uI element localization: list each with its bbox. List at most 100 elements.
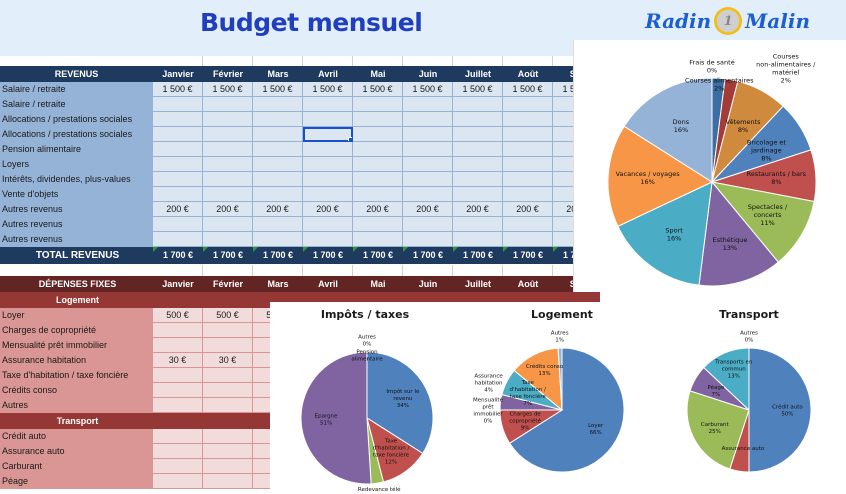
gap-cell[interactable] — [303, 56, 353, 66]
gap-cell[interactable] — [253, 265, 303, 276]
cell[interactable] — [253, 217, 303, 232]
cell[interactable] — [303, 142, 353, 157]
cell[interactable] — [153, 323, 203, 338]
cell[interactable] — [453, 97, 503, 112]
cell[interactable] — [203, 474, 253, 489]
gap-cell[interactable] — [353, 56, 403, 66]
cell[interactable]: 1 500 € — [153, 82, 203, 97]
cell[interactable] — [153, 459, 203, 474]
gap-cell[interactable] — [503, 56, 553, 66]
cell[interactable]: 200 € — [203, 202, 253, 217]
cell[interactable] — [453, 217, 503, 232]
cell[interactable]: 1 700 € — [353, 247, 403, 264]
gap-cell[interactable] — [403, 56, 453, 66]
cell[interactable] — [503, 232, 553, 247]
cell[interactable] — [303, 232, 353, 247]
cell[interactable] — [203, 217, 253, 232]
cell[interactable] — [203, 444, 253, 459]
gap-cell[interactable] — [203, 56, 253, 66]
cell[interactable] — [403, 142, 453, 157]
gap-cell[interactable] — [253, 56, 303, 66]
cell[interactable] — [403, 97, 453, 112]
cell[interactable] — [453, 157, 503, 172]
cell[interactable]: 1 700 € — [253, 247, 303, 264]
cell[interactable] — [153, 398, 203, 413]
cell[interactable] — [203, 368, 253, 383]
cell[interactable] — [153, 474, 203, 489]
cell[interactable] — [153, 217, 203, 232]
cell[interactable] — [203, 112, 253, 127]
cell[interactable]: 1 500 € — [253, 82, 303, 97]
gap-cell[interactable] — [153, 265, 203, 276]
cell[interactable] — [453, 172, 503, 187]
cell[interactable] — [303, 187, 353, 202]
cell[interactable] — [153, 444, 203, 459]
cell[interactable]: 200 € — [453, 202, 503, 217]
cell[interactable] — [153, 127, 203, 142]
cell[interactable] — [253, 172, 303, 187]
cell[interactable] — [153, 157, 203, 172]
cell[interactable] — [203, 127, 253, 142]
cell[interactable]: 30 € — [203, 353, 253, 368]
cell[interactable]: 200 € — [503, 202, 553, 217]
cell[interactable] — [153, 187, 203, 202]
cell[interactable]: 1 700 € — [303, 247, 353, 264]
cell[interactable] — [203, 398, 253, 413]
gap-cell[interactable] — [153, 56, 203, 66]
cell[interactable]: 1 500 € — [353, 82, 403, 97]
cell[interactable] — [403, 127, 453, 142]
cell[interactable] — [153, 338, 203, 353]
cell[interactable]: 500 € — [153, 308, 203, 323]
cell[interactable]: 500 € — [203, 308, 253, 323]
chart-depenses-variables[interactable]: Vêtements 8% Bricolage et jardinage 8% Restau… — [573, 40, 846, 292]
cell[interactable]: 1 700 € — [403, 247, 453, 264]
cell[interactable]: 1 700 € — [503, 247, 553, 264]
cell[interactable] — [453, 142, 503, 157]
cell[interactable] — [353, 217, 403, 232]
cell[interactable] — [203, 172, 253, 187]
cell[interactable] — [403, 187, 453, 202]
cell[interactable] — [353, 187, 403, 202]
cell[interactable] — [503, 97, 553, 112]
cell[interactable] — [353, 97, 403, 112]
cell[interactable]: 200 € — [353, 202, 403, 217]
cell[interactable]: 1 500 € — [203, 82, 253, 97]
cell[interactable] — [403, 157, 453, 172]
gap-cell[interactable] — [303, 265, 353, 276]
cell[interactable] — [153, 112, 203, 127]
cell[interactable] — [153, 172, 203, 187]
cell[interactable] — [403, 112, 453, 127]
cell[interactable]: 1 500 € — [403, 82, 453, 97]
cell[interactable] — [253, 187, 303, 202]
cell[interactable] — [403, 232, 453, 247]
cell[interactable] — [203, 383, 253, 398]
cell[interactable] — [153, 383, 203, 398]
cell[interactable]: 30 € — [153, 353, 203, 368]
selected-cell[interactable] — [303, 127, 353, 142]
cell[interactable] — [203, 338, 253, 353]
cell[interactable] — [203, 142, 253, 157]
cell[interactable]: 200 € — [403, 202, 453, 217]
cell[interactable] — [403, 172, 453, 187]
cell[interactable]: 1 700 € — [153, 247, 203, 264]
cell[interactable] — [203, 232, 253, 247]
gap-cell[interactable] — [353, 265, 403, 276]
cell[interactable] — [253, 127, 303, 142]
cell[interactable] — [503, 217, 553, 232]
gap-cell[interactable] — [503, 265, 553, 276]
cell[interactable] — [353, 112, 403, 127]
cell[interactable] — [453, 127, 503, 142]
gap-cell[interactable] — [403, 265, 453, 276]
cell[interactable]: 200 € — [253, 202, 303, 217]
cell[interactable]: 1 700 € — [203, 247, 253, 264]
cell[interactable] — [503, 127, 553, 142]
gap-cell[interactable] — [453, 265, 503, 276]
cell[interactable]: 1 500 € — [453, 82, 503, 97]
cell[interactable] — [203, 97, 253, 112]
cell[interactable] — [453, 112, 503, 127]
cell[interactable] — [203, 157, 253, 172]
cell[interactable] — [353, 142, 403, 157]
cell[interactable] — [353, 157, 403, 172]
cell[interactable]: 1 500 € — [503, 82, 553, 97]
cell[interactable] — [503, 112, 553, 127]
